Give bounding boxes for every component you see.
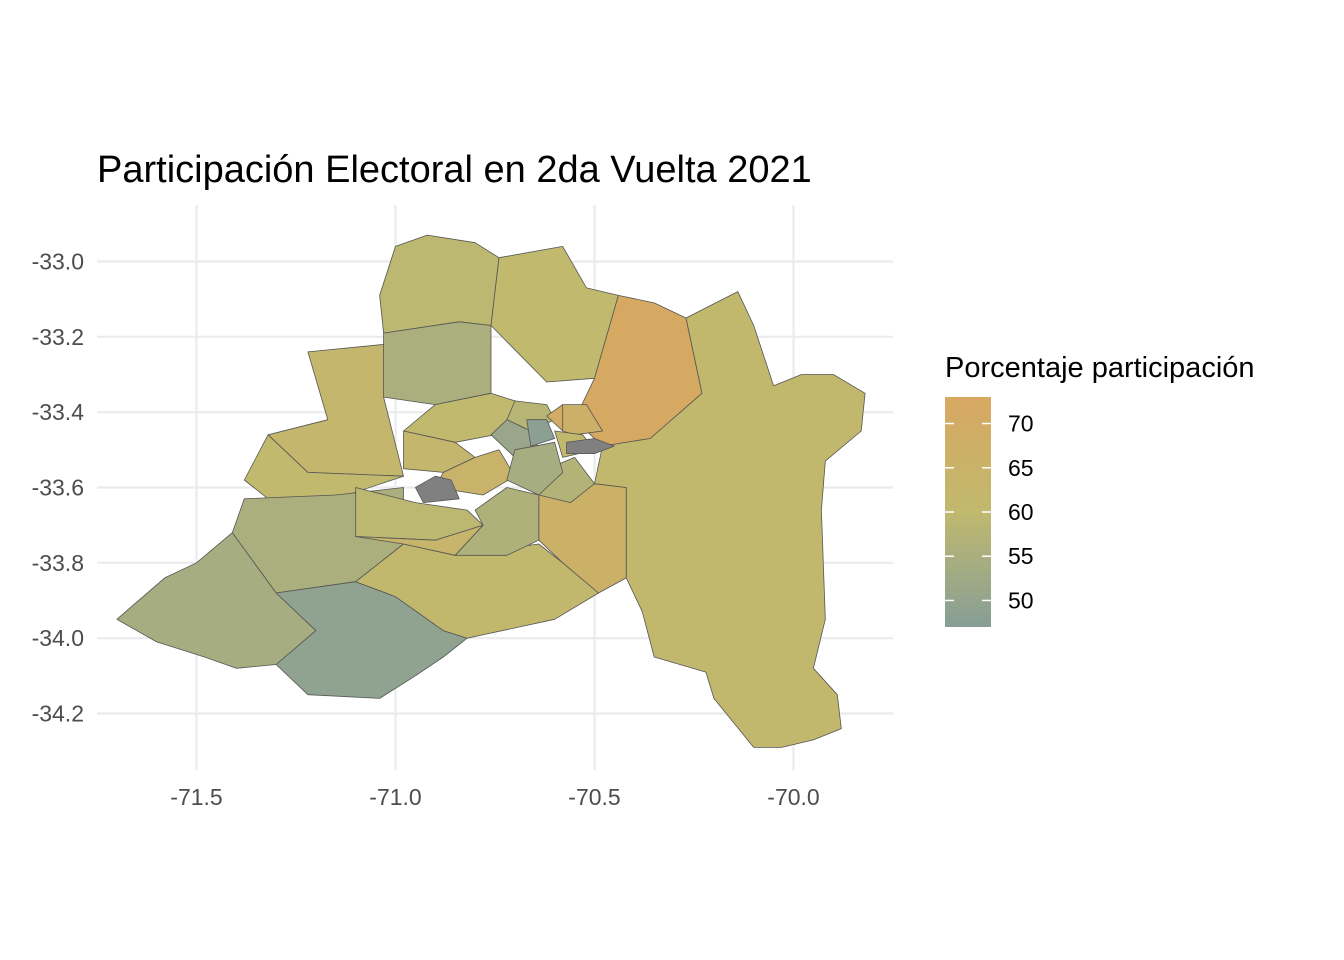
- legend-tick-label: 70: [1008, 411, 1034, 437]
- region-north-west: [379, 234, 500, 334]
- region-na-west: [414, 475, 460, 504]
- region-san-bernardo: [454, 487, 540, 556]
- y-tick-label: -33.6: [32, 475, 84, 501]
- y-tick-label: -34.0: [32, 625, 84, 651]
- y-tick-label: -33.0: [32, 249, 84, 275]
- region-colina-west: [383, 321, 492, 406]
- region-na-east: [566, 438, 615, 455]
- y-tick-label: -33.2: [32, 324, 84, 350]
- legend-tick-label: 60: [1008, 499, 1034, 525]
- x-tick-label: -71.0: [369, 784, 421, 810]
- map-regions: [116, 234, 866, 748]
- region-las-condes: [562, 404, 603, 436]
- y-tick-label: -33.8: [32, 550, 84, 576]
- x-tick-label: -70.5: [568, 784, 620, 810]
- x-tick-label: -70.0: [767, 784, 819, 810]
- map-title: Participación Electoral en 2da Vuelta 20…: [97, 149, 812, 191]
- y-tick-label: -33.4: [32, 399, 85, 425]
- region-santiago-centro: [526, 419, 556, 447]
- legend: Porcentaje participación 70 65 60 55 50: [945, 352, 1255, 627]
- x-tick-label: -71.5: [170, 784, 222, 810]
- legend-ticks: 70 65 60 55 50: [945, 411, 1034, 613]
- region-center-south: [506, 441, 564, 496]
- legend-tick-label: 50: [1008, 587, 1034, 613]
- x-axis-ticks: -71.5 -71.0 -70.5 -70.0: [170, 784, 819, 810]
- region-east-large: [594, 291, 866, 748]
- legend-tick-label: 65: [1008, 455, 1034, 481]
- y-axis-ticks: -33.0 -33.2 -33.4 -33.6 -33.8 -34.0 -34.2: [32, 249, 85, 727]
- legend-title: Porcentaje participación: [945, 352, 1255, 384]
- y-tick-label: -34.2: [32, 701, 84, 727]
- legend-tick-label: 55: [1008, 543, 1034, 569]
